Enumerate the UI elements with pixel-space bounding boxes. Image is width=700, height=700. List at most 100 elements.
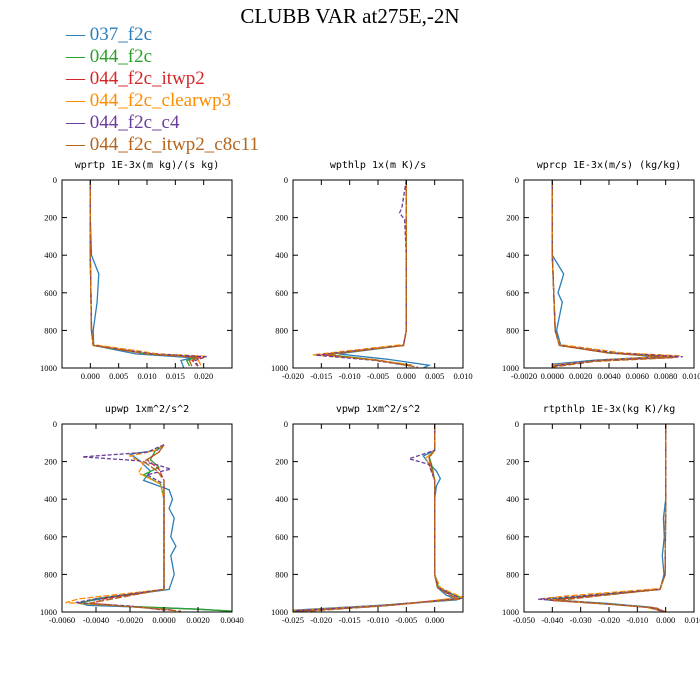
subplot-2: wpthlp 1x(m K)/s02004006008001000-0.020-… (271, 160, 473, 381)
y-tick-label: 0 (53, 175, 57, 185)
subplot-title: vpwp 1xm^2/s^2 (336, 404, 420, 415)
x-tick-label: 0.0000 (541, 371, 564, 381)
x-tick-label: 0.0040 (597, 371, 620, 381)
x-tick-label: -0.0040 (83, 615, 109, 625)
y-tick-label: 200 (275, 457, 288, 467)
series-line-5 (315, 180, 413, 367)
y-tick-label: 0 (284, 419, 288, 429)
y-tick-label: 400 (275, 250, 288, 260)
series-line-1 (89, 180, 193, 368)
plot-frame (523, 179, 695, 369)
legend: — 037_f2c — 044_f2c — 044_f2c_itwp2 — 04… (66, 24, 259, 156)
y-tick-label: 0 (53, 419, 57, 429)
y-tick-label: 1000 (271, 607, 288, 617)
subplot-title: wpthlp 1x(m K)/s (330, 160, 426, 171)
series-line-6 (326, 180, 418, 368)
series-line-4 (293, 424, 463, 612)
y-tick-label: 800 (44, 325, 57, 335)
y-tick-label: 800 (275, 325, 288, 335)
y-tick-label: 800 (506, 569, 519, 579)
subplot-5: vpwp 1xm^2/s^2 0 200 400 600 800 1000-0.025 -0.… (271, 404, 464, 625)
series-line-1 (551, 180, 659, 368)
y-tick-label: 400 (506, 494, 519, 504)
legend-swatch: — (66, 112, 85, 133)
y-tick-label: 0 (284, 175, 288, 185)
x-tick-label: -0.005 (367, 371, 389, 381)
x-tick-label: -0.020 (598, 615, 620, 625)
y-tick-label: 200 (44, 457, 57, 467)
legend-item-6: — 044_f2c_itwp2_c8c11 (66, 134, 259, 156)
subplot-title: wprtp 1E-3x(m kg)/(s kg) (75, 160, 220, 171)
series-line-2 (89, 180, 199, 367)
x-tick-label: -0.010 (339, 371, 361, 381)
y-tick-label: 0 (515, 175, 519, 185)
subplot-4: upwp 1xm^2/s^2 0 200 400 600 800 1000-0.0060 -0… (40, 404, 244, 625)
x-tick-label: -0.010 (367, 615, 389, 625)
series-line-2 (551, 180, 673, 367)
series-line-4 (540, 424, 667, 612)
y-tick-label: 1000 (502, 363, 519, 373)
legend-label: 044_f2c_itwp2_c8c11 (89, 134, 259, 155)
x-tick-label: 0.010 (453, 371, 472, 381)
y-tick-label: 400 (44, 250, 57, 260)
plot-frame (61, 179, 233, 369)
legend-item-3: — 044_f2c_itwp2 (66, 68, 259, 90)
x-tick-label: 0.0020 (569, 371, 592, 381)
y-tick-label: 600 (44, 532, 57, 542)
legend-label: 044_f2c_itwp2 (89, 68, 205, 89)
series-line-1 (552, 424, 667, 612)
y-tick-label: 600 (275, 532, 288, 542)
series-line-6 (555, 424, 667, 612)
x-tick-label: 0.0000 (152, 615, 175, 625)
x-tick-label: 0.010 (137, 371, 156, 381)
y-tick-label: 1000 (502, 607, 519, 617)
x-tick-label: 0.020 (194, 371, 213, 381)
series-line-5 (538, 424, 667, 612)
series-line-3 (549, 424, 667, 612)
x-tick-label: -0.0020 (511, 371, 537, 381)
series-line-6 (551, 180, 673, 368)
subplot-title: rtpthlp 1E-3x(kg K)/kg (543, 404, 675, 415)
plot-frame (292, 179, 464, 369)
x-tick-label: -0.050 (513, 615, 535, 625)
y-tick-label: 600 (506, 288, 519, 298)
subplot-6: rtpthlp 1E-3x(kg K)/kg02004006008001000-… (502, 404, 700, 625)
x-tick-label: -0.020 (282, 371, 304, 381)
x-tick-label: 0.000 (425, 615, 444, 625)
subplot-title: wprcp 1E-3x(m/s) (kg/kg) (537, 160, 682, 171)
y-tick-label: 200 (506, 213, 519, 223)
x-tick-label: -0.015 (339, 615, 361, 625)
series-line-4 (312, 180, 413, 366)
series-line-3 (321, 180, 413, 367)
series-line-5 (75, 444, 174, 611)
y-tick-label: 200 (506, 457, 519, 467)
y-tick-label: 200 (44, 213, 57, 223)
x-tick-label: 0.000 (397, 371, 416, 381)
subplot-1: wprtp 1E-3x(m kg)/(s kg) 0 200 400 600 800 100… (40, 160, 233, 381)
x-tick-label: -0.0060 (49, 615, 75, 625)
x-tick-label: -0.040 (541, 615, 563, 625)
x-tick-label: 0.015 (166, 371, 185, 381)
series-line-6 (304, 424, 461, 612)
y-tick-label: 800 (275, 569, 288, 579)
x-tick-label: 0.000 (656, 615, 675, 625)
legend-label: 037_f2c (89, 24, 153, 45)
x-tick-label: 0.005 (425, 371, 444, 381)
series-line-3 (89, 180, 202, 367)
series-line-6 (89, 180, 199, 368)
subplot-3: wprcp 1E-3x(m/s) (kg/kg) 0 200 400 600 800 100… (502, 160, 700, 381)
series-line-5 (551, 180, 683, 367)
legend-label: 044_f2c_c4 (89, 112, 180, 133)
x-tick-label: 0.010 (684, 615, 700, 625)
y-tick-label: 400 (44, 494, 57, 504)
series-line-1 (338, 180, 432, 368)
series-line-3 (551, 180, 678, 367)
x-tick-label: -0.020 (310, 615, 332, 625)
subplot-title: upwp 1xm^2/s^2 (105, 404, 189, 415)
series-line-2 (326, 180, 413, 366)
legend-swatch: — (66, 68, 85, 89)
legend-swatch: — (66, 24, 85, 45)
series-line-5 (89, 180, 207, 367)
